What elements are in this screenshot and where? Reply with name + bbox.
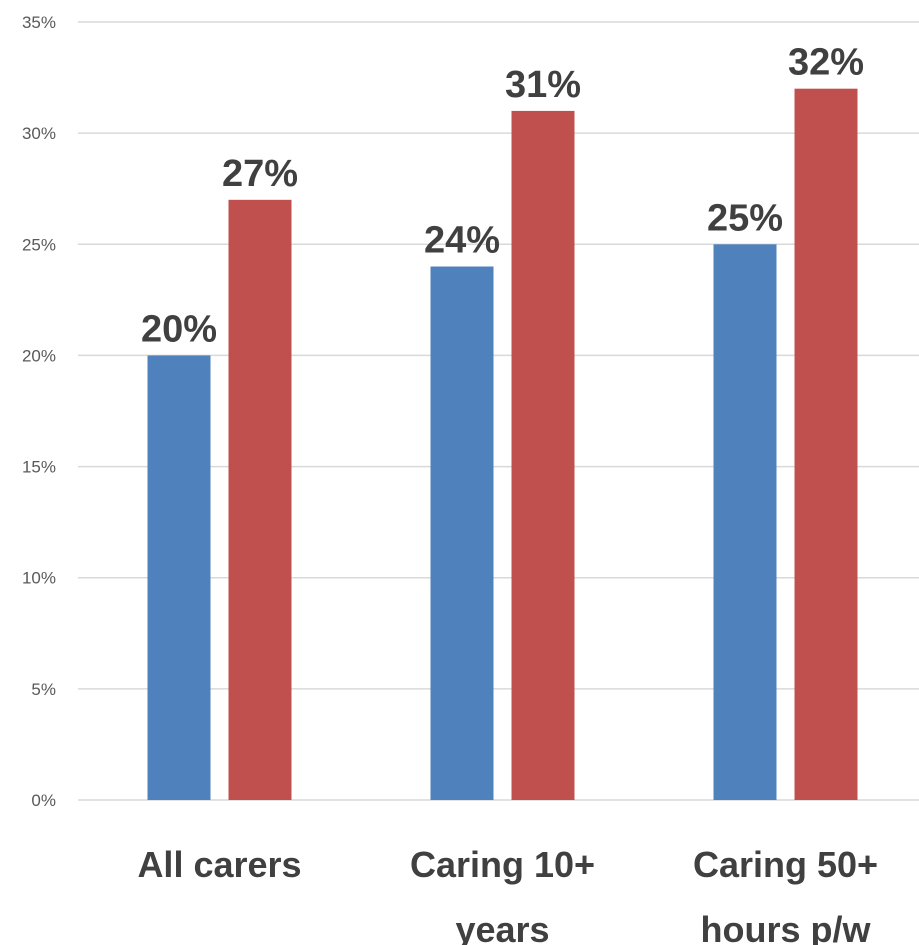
bar-series-2-2	[511, 110, 575, 800]
bar-series-2-1	[228, 199, 292, 801]
y-tick-label: 15%	[22, 458, 56, 477]
data-label: 20%	[141, 308, 217, 350]
x-axis-labels: All carers Caring 10+ years Caring 50+ hours…	[137, 844, 878, 945]
bars	[147, 88, 858, 801]
bar-series-1-1	[147, 355, 211, 800]
y-tick-label: 0%	[31, 791, 56, 810]
data-label: 31%	[505, 64, 581, 106]
y-tick-label: 30%	[22, 124, 56, 143]
y-tick-label: 5%	[31, 680, 56, 699]
data-label: 32%	[788, 42, 864, 84]
bar-series-2-3	[794, 88, 858, 800]
y-tick-label: 20%	[22, 346, 56, 365]
y-tick-label: 35%	[22, 13, 56, 32]
data-labels: 20% 27% 24% 31% 25% 32%	[141, 42, 864, 351]
data-label: 25%	[707, 197, 783, 239]
y-tick-label: 10%	[22, 569, 56, 588]
y-tick-label: 25%	[22, 235, 56, 254]
category-label: Caring 10+	[410, 844, 595, 885]
category-label: All carers	[137, 844, 301, 885]
gridlines	[78, 21, 919, 801]
bar-series-1-3	[713, 244, 777, 801]
data-label: 27%	[222, 153, 298, 195]
category-label: hours p/w	[701, 909, 872, 945]
bar-series-1-2	[430, 266, 494, 800]
category-label: Caring 50+	[693, 844, 878, 885]
data-label: 24%	[424, 220, 500, 262]
y-axis-ticks: 0% 5% 10% 15% 20% 25% 30% 35%	[22, 13, 56, 810]
category-label: years	[455, 909, 549, 945]
